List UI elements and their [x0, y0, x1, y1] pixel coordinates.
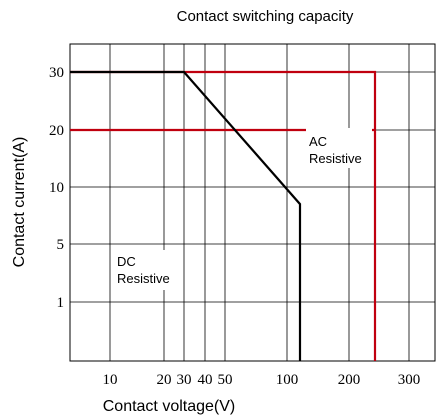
annotation-ac-resistive: AC Resistive — [306, 128, 372, 168]
y-tick-label: 10 — [49, 180, 64, 196]
y-axis-label: Contact current(A) — [11, 137, 28, 268]
y-tick-label: 30 — [49, 65, 64, 81]
x-tick-label: 50 — [218, 372, 233, 388]
x-tick-label: 10 — [103, 372, 118, 388]
x-tick-label: 100 — [276, 372, 299, 388]
annotation-dc-line2: Resistive — [117, 271, 170, 286]
x-tick-labels: 10 20 30 40 50 100 200 300 — [103, 372, 421, 388]
annotation-ac-line2: Resistive — [309, 151, 362, 166]
x-tick-label: 300 — [398, 372, 421, 388]
annotation-ac-line1: AC — [309, 134, 327, 149]
y-tick-label: 5 — [57, 237, 65, 253]
annotation-dc-line1: DC — [117, 254, 136, 269]
y-tick-labels: 1 5 10 20 30 — [49, 65, 64, 311]
plot-frame — [69, 43, 436, 362]
x-tick-label: 40 — [198, 372, 213, 388]
x-tick-label: 200 — [338, 372, 361, 388]
x-axis-label: Contact voltage(V) — [103, 398, 236, 415]
svg-text:DC Resistive: DC Resistive — [117, 254, 170, 286]
chart-title: Contact switching capacity — [177, 8, 354, 25]
series-line-dc-resistive — [70, 70, 302, 361]
y-tick-label: 1 — [57, 295, 65, 311]
y-tick-label: 20 — [49, 123, 64, 139]
x-tick-label: 20 — [157, 372, 172, 388]
grid — [70, 44, 435, 361]
series-layer — [70, 70, 377, 361]
annotation-dc-resistive: DC Resistive — [114, 250, 180, 290]
x-tick-label: 30 — [177, 372, 192, 388]
svg-text:AC Resistive: AC Resistive — [309, 134, 362, 166]
